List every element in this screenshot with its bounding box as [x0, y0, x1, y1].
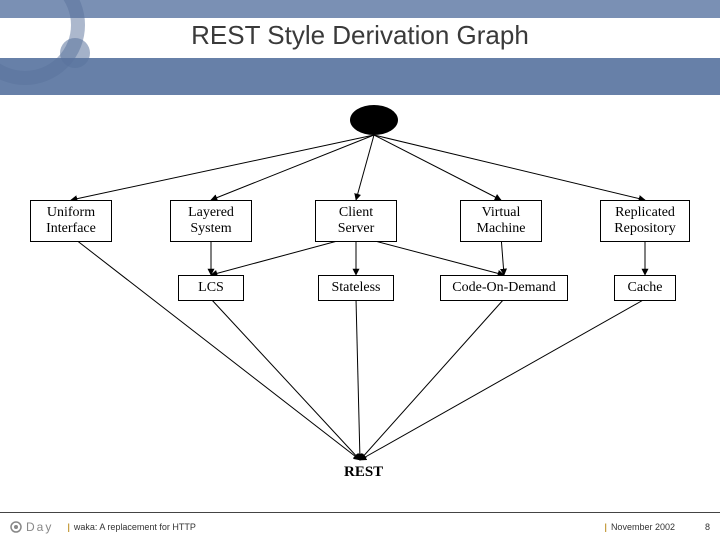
footer-logo-text: Day [26, 520, 53, 534]
derivation-graph: Uniform Interface Layered System Client … [0, 95, 720, 495]
root-node [350, 105, 398, 135]
page-title: REST Style Derivation Graph [0, 20, 720, 51]
footer-sep-2: | [604, 522, 607, 532]
node-layered-system: Layered System [170, 200, 252, 242]
footer-sep-1: | [67, 522, 70, 532]
node-stateless: Stateless [318, 275, 394, 301]
footer-talk-title: waka: A replacement for HTTP [74, 522, 196, 532]
node-uniform-interface: Uniform Interface [30, 200, 112, 242]
node-rest: REST [336, 460, 384, 485]
logo-icon [10, 521, 22, 533]
node-cache: Cache [614, 275, 676, 301]
node-lcs: LCS [178, 275, 244, 301]
footer-logo: Day [10, 520, 53, 534]
node-replicated-repository: Replicated Repository [600, 200, 690, 242]
footer: Day | waka: A replacement for HTTP | Nov… [0, 512, 720, 540]
footer-page-number: 8 [705, 522, 710, 532]
node-code-on-demand: Code-On-Demand [440, 275, 568, 301]
node-client-server: Client Server [315, 200, 397, 242]
node-virtual-machine: Virtual Machine [460, 200, 542, 242]
footer-date: November 2002 [611, 522, 675, 532]
